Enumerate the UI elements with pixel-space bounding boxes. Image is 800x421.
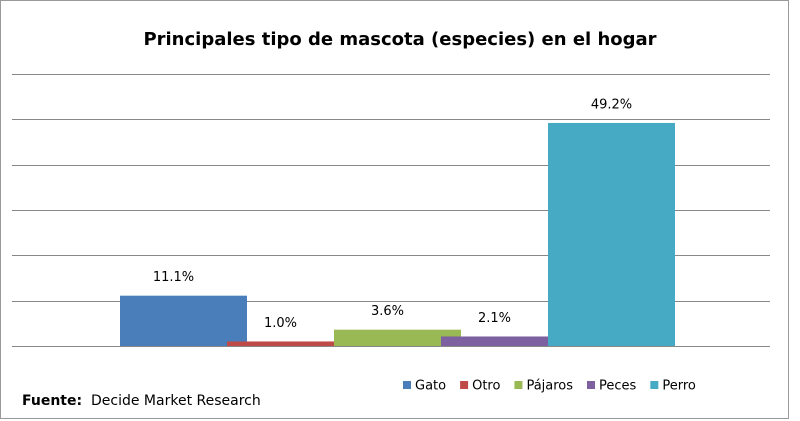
bar <box>441 336 568 346</box>
legend-label: Peces <box>599 379 637 394</box>
chart-title: Principales tipo de mascota (especies) e… <box>143 29 656 50</box>
legend-label: Perro <box>662 379 696 394</box>
source-label: Fuente: <box>22 393 82 409</box>
source: Decide Market Research <box>91 393 261 409</box>
bar <box>120 295 247 346</box>
legend-swatch <box>587 381 596 389</box>
value-label: 2.1% <box>478 311 511 326</box>
value-label: 49.2% <box>591 97 632 112</box>
value-label: 1.0% <box>264 316 297 331</box>
legend-swatch <box>514 381 523 389</box>
legend-swatch <box>460 381 469 389</box>
legend-swatch <box>650 381 659 389</box>
bar <box>227 341 354 346</box>
value-label: 11.1% <box>153 270 194 285</box>
legend-label: Gato <box>415 379 446 394</box>
bar <box>334 329 461 346</box>
legend-label: Pájaros <box>526 379 573 394</box>
legend-swatch <box>403 381 411 389</box>
value-label: 3.6% <box>371 304 404 319</box>
bar <box>548 122 675 347</box>
legend-label: Otro <box>472 379 500 394</box>
